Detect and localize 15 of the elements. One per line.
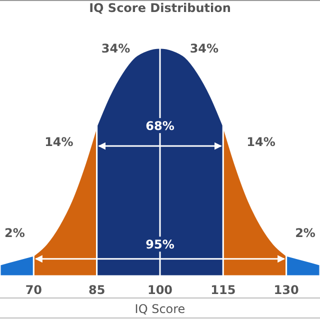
annotation: 2% bbox=[295, 226, 316, 240]
x-axis-title: IQ Score bbox=[134, 302, 186, 316]
annotation: 14% bbox=[44, 135, 74, 150]
annotation: 14% bbox=[246, 135, 276, 150]
x-tick-label: 115 bbox=[210, 283, 236, 297]
annotation: 34% bbox=[190, 42, 219, 56]
x-tick-label: 130 bbox=[274, 283, 299, 297]
chart-title: IQ Score Distribution bbox=[89, 1, 231, 15]
annotation: 2% bbox=[4, 226, 25, 240]
annotation: 34% bbox=[101, 42, 130, 56]
x-tick-label: 70 bbox=[25, 283, 42, 297]
x-tick-label: 85 bbox=[88, 283, 106, 297]
annotation: 68% bbox=[146, 119, 174, 134]
annotation: 95% bbox=[146, 238, 174, 252]
x-tick-label: 100 bbox=[147, 283, 173, 297]
